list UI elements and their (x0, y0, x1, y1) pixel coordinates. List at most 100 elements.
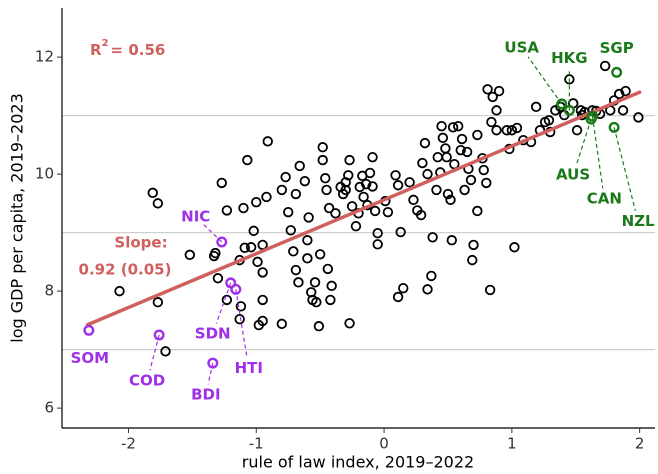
point (242, 154, 253, 166)
point (441, 151, 452, 163)
leader-line (235, 289, 248, 358)
x-tick-label: 2 (635, 435, 645, 453)
point (114, 285, 125, 297)
point (530, 101, 542, 113)
point (325, 294, 336, 306)
point (390, 170, 401, 181)
point (501, 125, 512, 136)
y-axis-title: log GDP per capita, 2019–2023 (8, 93, 27, 342)
point (442, 188, 454, 200)
point (543, 115, 555, 126)
point (482, 84, 493, 95)
point (395, 226, 406, 238)
r2-value: = 0.56 (111, 41, 166, 59)
slope-value: 0.92 (0.05) (79, 261, 172, 279)
point (248, 225, 259, 237)
highlight-label: HKG (551, 49, 588, 67)
point (235, 301, 247, 312)
point (216, 177, 227, 189)
point (343, 170, 354, 181)
point (408, 194, 419, 206)
highlight-label: SOM (71, 349, 109, 367)
point (290, 188, 302, 200)
highlight-point (153, 329, 165, 341)
point (302, 253, 313, 264)
point (276, 318, 288, 330)
point (493, 85, 505, 97)
point (369, 205, 381, 217)
highlight-point (611, 66, 623, 78)
point (422, 284, 433, 295)
point (212, 273, 224, 284)
point (261, 191, 272, 203)
leader-line (527, 56, 563, 105)
point (147, 187, 158, 199)
point (445, 194, 456, 206)
point (257, 294, 268, 306)
leader-line (149, 334, 160, 371)
point (262, 136, 273, 147)
highlight-label: HTI (235, 359, 263, 377)
point (382, 206, 394, 218)
point (257, 315, 268, 327)
point (280, 171, 291, 183)
y-tick-label: 6 (44, 399, 54, 417)
point (599, 60, 611, 72)
highlight-point (225, 277, 237, 289)
point (415, 209, 427, 221)
point (452, 120, 464, 132)
leader-line (215, 282, 232, 324)
point (478, 164, 489, 176)
point (447, 122, 459, 133)
point (293, 277, 304, 288)
point (456, 133, 468, 145)
point (367, 151, 378, 163)
point (330, 208, 341, 219)
point (461, 146, 473, 158)
point (208, 250, 220, 262)
leader-line (575, 118, 592, 165)
highlight-label: AUS (556, 166, 590, 184)
point (360, 178, 372, 190)
point (160, 346, 171, 357)
point (285, 225, 296, 236)
highlight-point (563, 104, 575, 116)
point (484, 284, 496, 296)
point (491, 125, 502, 136)
point (326, 280, 337, 292)
point (303, 212, 314, 223)
point (234, 313, 245, 325)
x-tick-label: 0 (379, 435, 389, 453)
point (459, 184, 470, 196)
point (221, 294, 233, 306)
point (309, 277, 321, 288)
point (276, 184, 288, 196)
point (364, 167, 376, 179)
point (314, 249, 326, 260)
point (322, 263, 334, 275)
point (290, 264, 302, 276)
point (455, 144, 466, 156)
point (432, 151, 443, 163)
point (317, 154, 328, 166)
point (320, 173, 331, 184)
point (321, 184, 332, 196)
point (633, 112, 644, 123)
y-tick-label: 10 (35, 165, 54, 183)
highlight-label: CAN (587, 190, 622, 208)
point (426, 270, 437, 282)
point (467, 254, 478, 266)
highlight-label: SGP (600, 39, 634, 57)
point (372, 239, 383, 250)
point (486, 116, 497, 128)
x-tick-label: -1 (249, 435, 264, 453)
leader-line (613, 127, 636, 211)
leader-line (591, 116, 604, 189)
point (346, 201, 358, 212)
y-tick-label: 12 (35, 48, 54, 66)
point (511, 122, 523, 134)
point (617, 105, 629, 116)
highlight-label: SDN (195, 324, 231, 342)
point (509, 242, 520, 253)
point (446, 235, 457, 246)
